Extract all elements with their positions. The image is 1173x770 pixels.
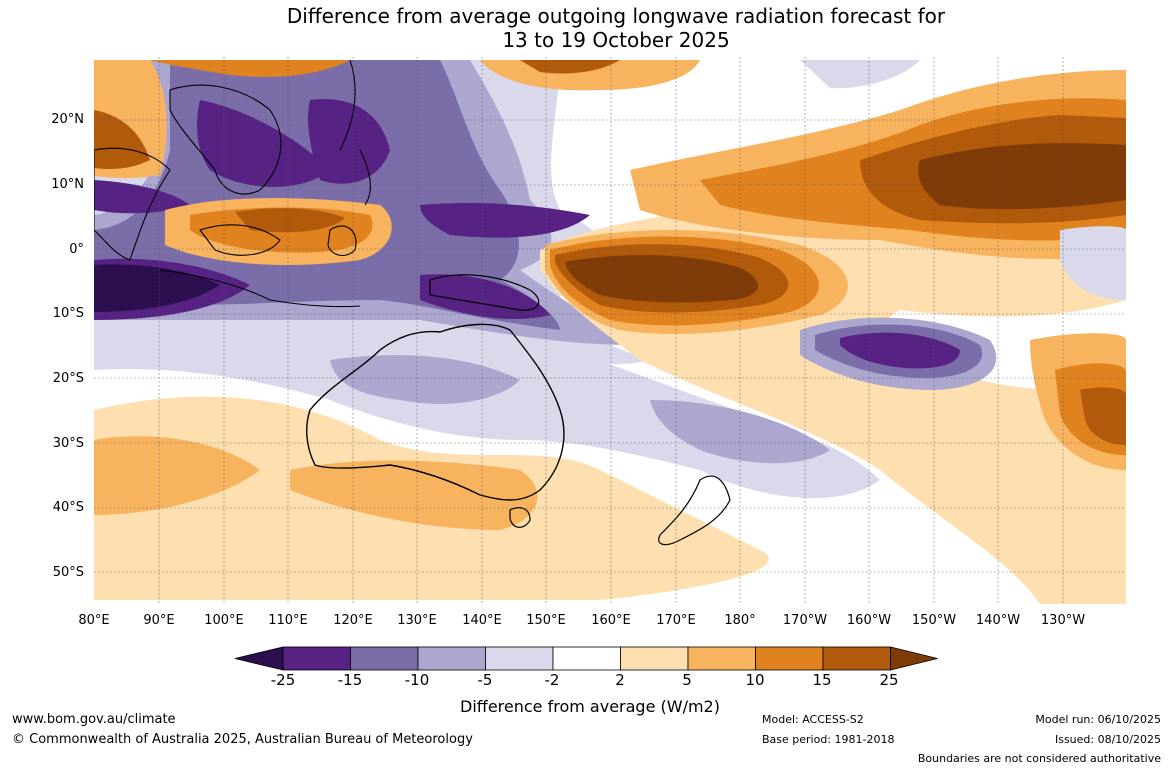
colorbar-extend-high <box>890 646 938 671</box>
chart-title: Difference from average outgoing longwav… <box>0 4 1173 52</box>
lon-label-140e: 140°E <box>462 613 502 628</box>
india-brown-region <box>94 110 150 170</box>
lon-label-170w: 170°W <box>782 613 828 628</box>
lat-label-20n: 20°N <box>51 112 84 127</box>
lat-label-40s: 40°S <box>52 500 84 515</box>
colorbar-segment <box>620 646 689 671</box>
anomaly-field <box>94 57 1126 604</box>
indochina-deep-purple-region <box>197 100 330 187</box>
australia-coastline <box>306 323 565 501</box>
colorbar-segment <box>282 646 351 671</box>
colorbar-tick-label: 15 <box>812 671 832 689</box>
copyright-text: © Commonwealth of Australia 2025, Austra… <box>12 732 473 747</box>
sumatra-java-coastline <box>159 269 361 308</box>
lon-label-180: 180° <box>724 613 756 628</box>
borneo-brown-region <box>235 208 345 233</box>
lat-label-10n: 10°N <box>51 177 84 192</box>
issued-date: Issued: 08/10/2025 <box>1054 733 1161 746</box>
colorbar-tick-label: 10 <box>745 671 765 689</box>
colorbar-tick-label: 5 <box>682 671 692 689</box>
east-indian-ocean-extreme-purple-region <box>94 264 220 312</box>
title-line-2: 13 to 19 October 2025 <box>502 28 730 52</box>
new-guinea-coastline <box>429 274 540 311</box>
lon-label-150e: 150°E <box>526 613 566 628</box>
lat-label-20s: 20°S <box>52 371 84 386</box>
colorbar-segment <box>350 646 419 671</box>
south-indian-orange-region <box>94 436 260 515</box>
lat-label-10s: 10°S <box>52 306 84 321</box>
southeast-pacific-brown-region <box>1080 387 1126 445</box>
lon-label-110e: 110°E <box>268 613 308 628</box>
lon-label-140w: 140°W <box>975 613 1021 628</box>
northeast-light-purple-region <box>800 60 920 89</box>
colorbar-segment <box>687 646 756 671</box>
title-line-1: Difference from average outgoing longwav… <box>286 4 946 28</box>
colorbar-tick-label: -2 <box>544 671 560 689</box>
base-period: Base period: 1981-2018 <box>762 733 895 746</box>
colorbar-tick-label: -10 <box>404 671 430 689</box>
new-guinea-deep-purple-region <box>420 274 550 320</box>
lon-label-80e: 80°E <box>78 613 110 628</box>
philippine-sea-deep-purple-region <box>308 99 390 184</box>
colorbar-tick-label: -5 <box>477 671 493 689</box>
philippines-coastline <box>359 149 371 206</box>
north-pacific-extreme-brown-region <box>918 143 1126 210</box>
australia-light-purple-region <box>94 307 880 499</box>
colorbar-tick-label: -15 <box>337 671 363 689</box>
colorbar-extend-low <box>234 646 284 671</box>
colorbar <box>234 646 938 671</box>
lat-label-30s: 30°S <box>52 436 84 451</box>
colorbar-segment <box>485 646 554 671</box>
colorbar-segment <box>552 646 621 671</box>
indochina-coastline <box>169 84 282 195</box>
new-zealand-coastline <box>658 475 731 546</box>
lon-label-130w: 130°W <box>1040 613 1086 628</box>
colorbar-title: Difference from average (W/m2) <box>460 697 720 716</box>
colorbar-tick-label: 25 <box>879 671 899 689</box>
colorbar-segment <box>417 646 486 671</box>
colorbar-segment <box>822 646 891 671</box>
lon-label-120e: 120°E <box>333 613 373 628</box>
east-pacific-light-purple-region <box>1060 226 1126 300</box>
website-link[interactable]: www.bom.gov.au/climate <box>12 712 176 727</box>
lon-label-170e: 170°E <box>656 613 696 628</box>
colorbar-tick-label: 2 <box>615 671 625 689</box>
north-pacific-top-brown-region <box>520 60 620 74</box>
lat-label-equator: 0° <box>69 242 84 257</box>
equatorial-pacific-extreme-brown-region <box>565 255 759 303</box>
lon-label-100e: 100°E <box>204 613 244 628</box>
tasman-purple-region <box>650 400 830 464</box>
lon-label-160e: 160°E <box>591 613 631 628</box>
colorbar-tick-label: -25 <box>270 671 296 689</box>
sulawesi-coastline <box>327 225 357 256</box>
china-coastline <box>339 59 356 151</box>
australia-purple-region <box>330 355 520 404</box>
lon-label-160w: 160°W <box>846 613 892 628</box>
model-run-date: Model run: 06/10/2025 <box>1035 713 1161 726</box>
south-australia-orange-region <box>290 460 538 530</box>
south-pacific-deep-purple-region <box>840 332 960 369</box>
india-coastline <box>94 147 171 261</box>
equatorial-deep-purple-region <box>420 203 590 238</box>
boundary-disclaimer: Boundaries are not considered authoritat… <box>917 752 1161 765</box>
borneo-coastline <box>199 224 281 256</box>
lon-label-130e: 130°E <box>397 613 437 628</box>
lon-label-150w: 150°W <box>911 613 957 628</box>
model-name: Model: ACCESS-S2 <box>762 713 864 726</box>
china-orange-region <box>150 60 350 77</box>
lon-label-90e: 90°E <box>143 613 175 628</box>
map-graticule <box>94 57 1126 604</box>
bay-of-bengal-deep-purple-region <box>94 180 190 214</box>
colorbar-segment <box>755 646 824 671</box>
lat-label-50s: 50°S <box>52 565 84 580</box>
